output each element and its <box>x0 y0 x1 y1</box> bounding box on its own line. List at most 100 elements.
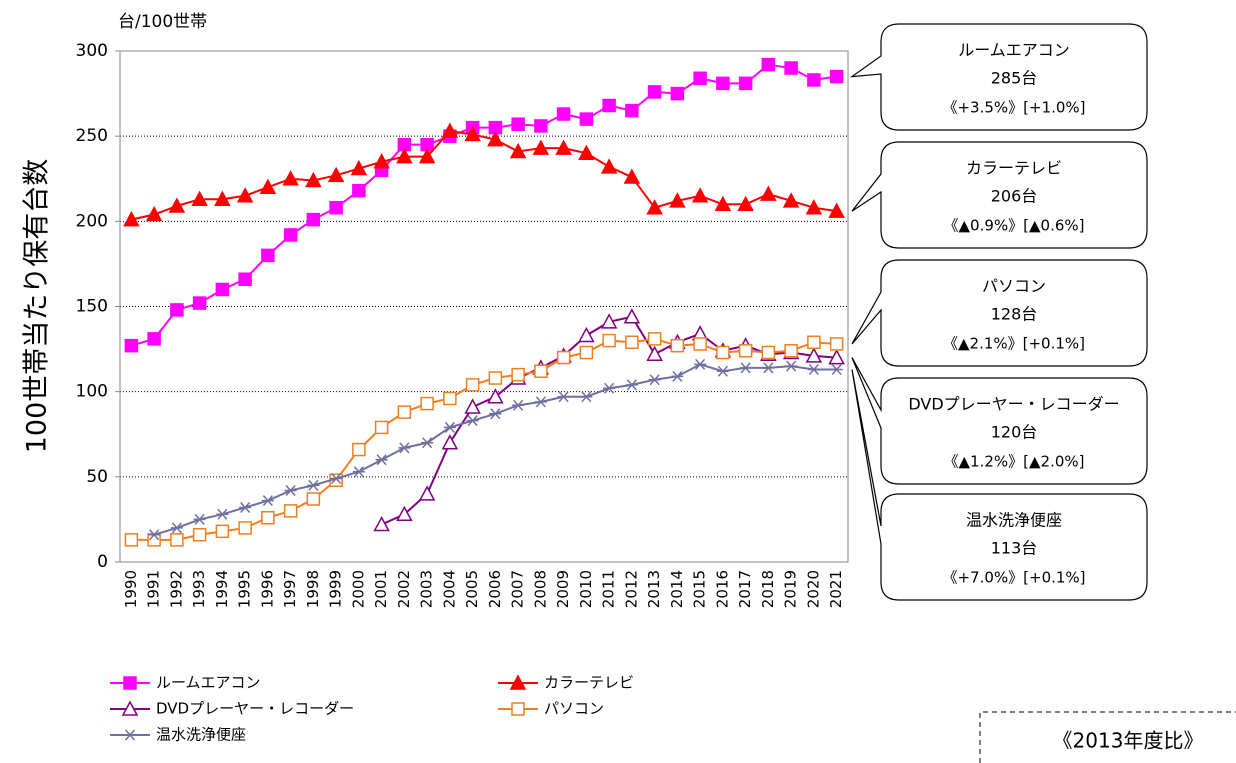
marker <box>739 362 752 374</box>
x-tick-label: 2019 <box>782 570 800 608</box>
marker <box>421 437 434 449</box>
marker <box>306 492 321 506</box>
marker <box>373 153 390 169</box>
marker <box>829 337 844 351</box>
y-tick-label: 200 <box>76 211 108 231</box>
marker <box>124 338 139 353</box>
marker <box>465 378 480 392</box>
x-tick-label: 2020 <box>804 570 822 608</box>
marker <box>307 479 320 491</box>
callout-change: 《+7.0%》[+0.1%] <box>942 569 1085 587</box>
callout-change: 《▲0.9%》[▲0.6%] <box>944 217 1085 235</box>
marker <box>623 168 641 184</box>
marker <box>261 495 274 507</box>
marker <box>509 142 527 159</box>
marker <box>738 344 753 358</box>
marker <box>716 345 730 360</box>
x-tick-label: 1992 <box>167 570 185 608</box>
x-tick-label: 2015 <box>691 570 709 608</box>
marker <box>329 200 343 215</box>
plot-border <box>119 50 849 563</box>
marker <box>396 505 413 522</box>
marker <box>170 522 183 534</box>
x-tick-label: 2002 <box>395 570 413 608</box>
marker <box>170 533 184 547</box>
marker <box>443 391 457 406</box>
x-tick-label: 2007 <box>509 570 527 608</box>
marker <box>646 345 663 361</box>
marker <box>534 396 547 408</box>
marker <box>785 360 798 372</box>
callout-count: 113台 <box>991 539 1038 558</box>
marker <box>602 333 616 348</box>
marker <box>646 199 663 215</box>
marker <box>191 190 208 206</box>
callout-count: 206台 <box>991 187 1038 206</box>
marker <box>647 85 662 99</box>
x-tick-label: 2012 <box>622 570 640 608</box>
marker <box>805 347 823 363</box>
legend-marker <box>509 674 527 690</box>
marker <box>556 107 571 121</box>
legend-label: DVDプレーヤー・レコーダー <box>156 700 354 718</box>
marker <box>625 103 639 118</box>
marker <box>579 112 594 126</box>
marker <box>418 148 436 164</box>
x-tick-label: 1999 <box>327 570 345 608</box>
callout-name: DVDプレーヤー・レコーダー <box>908 395 1119 414</box>
marker <box>603 382 616 394</box>
x-tick-label: 2021 <box>827 570 845 608</box>
legend-item: DVDプレーヤー・レコーダー <box>110 700 354 718</box>
y-tick-label: 50 <box>86 467 108 487</box>
marker <box>805 199 823 215</box>
marker <box>168 197 186 213</box>
x-tick-label: 2001 <box>372 570 390 608</box>
x-tick-label: 1995 <box>236 570 254 608</box>
x-tick-label: 2014 <box>668 570 686 608</box>
marker <box>691 187 709 203</box>
legend-marker <box>123 676 137 690</box>
marker <box>670 86 685 101</box>
marker <box>579 345 594 360</box>
marker <box>192 296 207 310</box>
note: 《2013年度比》 <box>1053 729 1204 753</box>
marker <box>578 144 595 160</box>
marker <box>625 379 638 391</box>
marker <box>830 364 843 376</box>
marker <box>760 185 777 201</box>
callout-box <box>851 369 1148 601</box>
marker <box>464 398 481 414</box>
callout-name: 温水洗浄便座 <box>966 511 1062 530</box>
callout-change: 《▲2.1%》[+0.1%] <box>943 335 1085 353</box>
callout-change: 《▲1.2%》[▲2.0%] <box>944 453 1085 471</box>
marker <box>625 335 639 350</box>
marker <box>124 533 139 547</box>
x-tick-label: 1997 <box>281 570 299 608</box>
marker <box>829 69 844 84</box>
marker <box>488 371 503 385</box>
marker <box>261 248 275 263</box>
marker <box>693 337 707 351</box>
marker <box>238 521 252 535</box>
x-tick-label: 2016 <box>713 570 731 608</box>
legend-item: カラーテレビ <box>498 674 634 692</box>
marker <box>694 358 707 370</box>
legend-item: ルームエアコン <box>110 674 261 692</box>
marker <box>443 421 456 433</box>
marker <box>283 504 298 518</box>
x-tick-label: 2005 <box>463 570 481 608</box>
legend-label: 温水洗浄便座 <box>156 726 246 744</box>
callout-count: 120台 <box>991 423 1038 442</box>
marker <box>239 501 252 513</box>
marker <box>669 192 686 208</box>
marker <box>148 529 161 541</box>
callout-name: カラーテレビ <box>966 159 1062 178</box>
marker <box>738 76 753 91</box>
x-tick-label: 2008 <box>531 570 549 608</box>
marker <box>236 187 254 203</box>
marker <box>737 195 754 212</box>
marker <box>534 364 548 378</box>
marker <box>464 125 481 142</box>
marker <box>398 442 411 454</box>
marker <box>557 391 570 403</box>
